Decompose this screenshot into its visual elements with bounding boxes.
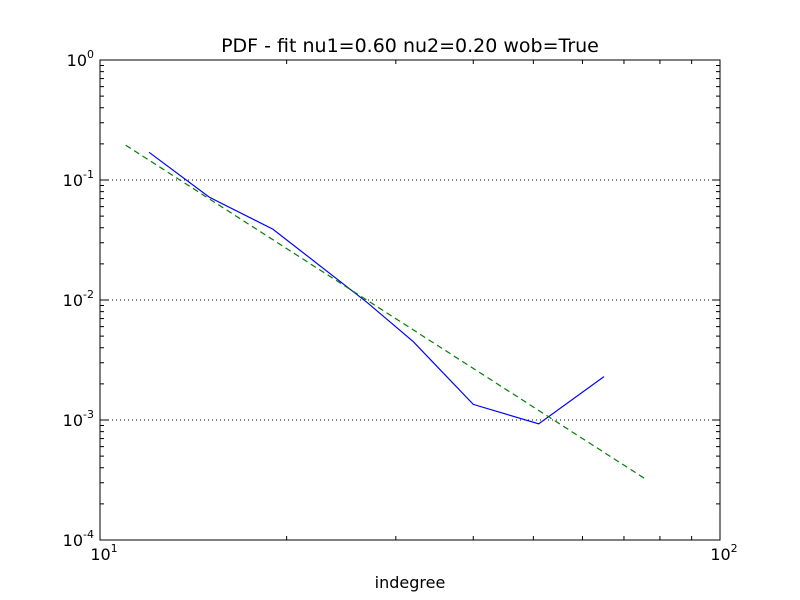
- grid-lines: [100, 179, 720, 421]
- y-tick-label: 100: [67, 48, 94, 70]
- ticks: [99, 59, 721, 541]
- y-tick-label: 10-3: [63, 408, 94, 430]
- chart-title: PDF - fit nu1=0.60 nu2=0.20 wob=True: [221, 35, 599, 57]
- series-layer: [125, 144, 647, 480]
- data-line: [148, 151, 605, 425]
- y-tick-label: 10-4: [63, 528, 94, 550]
- y-tick-label: 10-1: [63, 168, 94, 190]
- x-tick-label: 102: [710, 542, 737, 564]
- x-axis-label: indegree: [375, 573, 446, 592]
- fit-line: [125, 144, 647, 480]
- x-tick-label: 101: [90, 542, 117, 564]
- y-tick-label: 10-2: [63, 288, 94, 310]
